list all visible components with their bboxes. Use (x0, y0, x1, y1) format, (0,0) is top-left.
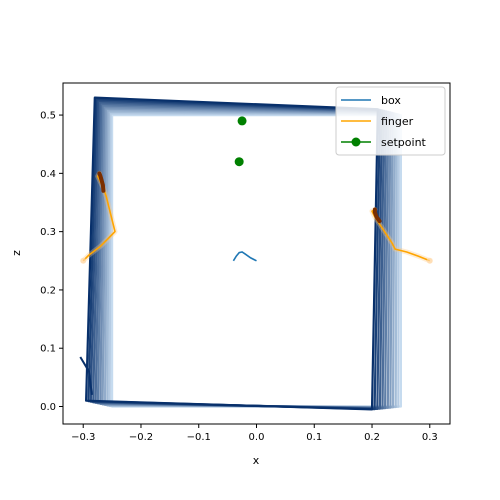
y-axis-label: z (10, 250, 23, 256)
y-tick-label: 0.2 (40, 285, 56, 296)
y-tick-label: 0.0 (40, 402, 56, 413)
box-frames (79, 96, 402, 411)
y-tick-label: 0.1 (40, 344, 56, 355)
legend-box (335, 86, 446, 156)
x-tick-label: −0.2 (129, 432, 153, 443)
setpoint-marker (237, 116, 247, 126)
x-tick-label: 0.1 (306, 432, 322, 443)
finger-start-point (426, 257, 433, 264)
legend-setpoint-marker (351, 137, 361, 147)
finger-contact-trail (97, 171, 106, 193)
x-axis: −0.3 −0.2 −0.1 0.0 0.1 0.2 0.3 (71, 424, 438, 443)
box-trajectory-line (232, 251, 257, 262)
box-frame-corner-trace (79, 356, 93, 396)
y-tick-label: 0.4 (40, 169, 56, 180)
setpoint-marker (234, 157, 244, 167)
finger-start-point (80, 257, 87, 264)
x-tick-label: 0.0 (249, 432, 265, 443)
x-tick-label: 0.2 (364, 432, 380, 443)
box-frame (84, 96, 379, 411)
series-layer (80, 116, 433, 264)
x-axis-label: x (253, 454, 260, 467)
legend: box finger setpoint (335, 86, 446, 156)
legend-box-label: box (381, 94, 401, 107)
legend-finger-label: finger (381, 115, 414, 128)
x-tick-label: −0.1 (187, 432, 211, 443)
y-axis: 0.0 0.1 0.2 0.3 0.4 0.5 (40, 111, 63, 413)
y-tick-label: 0.3 (40, 227, 56, 238)
legend-setpoint-label: setpoint (381, 136, 427, 149)
y-tick-label: 0.5 (40, 111, 56, 122)
x-tick-label: −0.3 (71, 432, 95, 443)
finger-contact-trail (372, 207, 382, 224)
x-tick-label: 0.3 (422, 432, 438, 443)
